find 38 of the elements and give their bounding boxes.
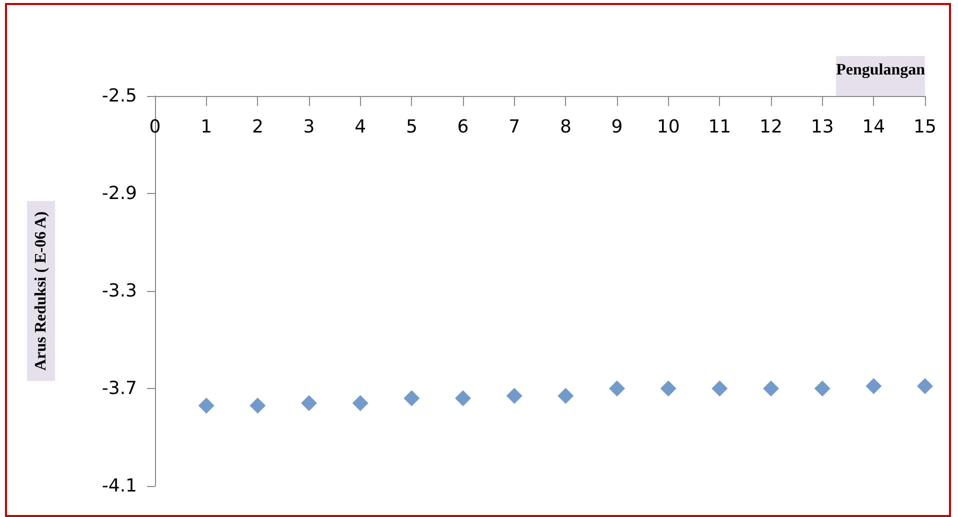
- x-tick-label: 7: [508, 116, 520, 138]
- x-axis-title: Pengulangan: [836, 62, 926, 78]
- point: [763, 380, 779, 396]
- x-tick-label: 1: [200, 116, 212, 138]
- x-tick-label: 14: [862, 116, 886, 138]
- x-tick-label: 11: [708, 116, 732, 138]
- point: [455, 390, 471, 406]
- x-tick-label: 4: [354, 116, 366, 138]
- point: [301, 395, 317, 412]
- x-tick-label: 15: [914, 116, 936, 138]
- point: [866, 378, 882, 394]
- x-tick-label: 5: [406, 116, 418, 138]
- y-tick-label: -3.7: [102, 378, 137, 399]
- point: [917, 378, 933, 394]
- y-tick-label: -4.1: [102, 476, 137, 496]
- point: [198, 398, 214, 414]
- x-tick-label: 13: [810, 116, 834, 138]
- x-tick-label: 6: [457, 116, 469, 138]
- x-tick-label: 12: [760, 116, 782, 138]
- point: [250, 398, 266, 414]
- x-tick-label: 0: [149, 116, 161, 138]
- x-tick-label: 9: [611, 116, 623, 138]
- y-tick-label: -3.3: [102, 280, 137, 302]
- point: [712, 380, 728, 396]
- x-tick-label: 3: [303, 116, 315, 138]
- y-axis-title: Arus Reduksi ( E-06 A): [32, 211, 50, 371]
- x-tick-label: 10: [656, 116, 680, 138]
- point: [558, 388, 574, 404]
- point: [609, 380, 625, 396]
- x-tick-label: 2: [252, 116, 264, 138]
- point: [506, 388, 522, 404]
- point: [660, 380, 676, 396]
- point: [404, 390, 420, 406]
- point: [814, 380, 830, 396]
- point: [352, 395, 368, 412]
- y-tick-label: -2.5: [102, 86, 137, 106]
- x-tick-label: 8: [560, 116, 572, 138]
- y-tick-label: -2.9: [102, 183, 137, 204]
